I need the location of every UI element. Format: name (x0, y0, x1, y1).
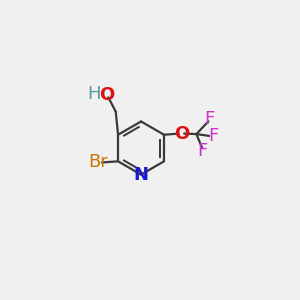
Text: F: F (208, 127, 219, 145)
Text: H: H (87, 85, 101, 103)
Text: F: F (197, 142, 207, 160)
Text: O: O (174, 124, 189, 142)
Text: F: F (204, 110, 214, 128)
Text: N: N (134, 166, 148, 184)
Text: Br: Br (88, 154, 108, 172)
Text: O: O (99, 86, 114, 104)
